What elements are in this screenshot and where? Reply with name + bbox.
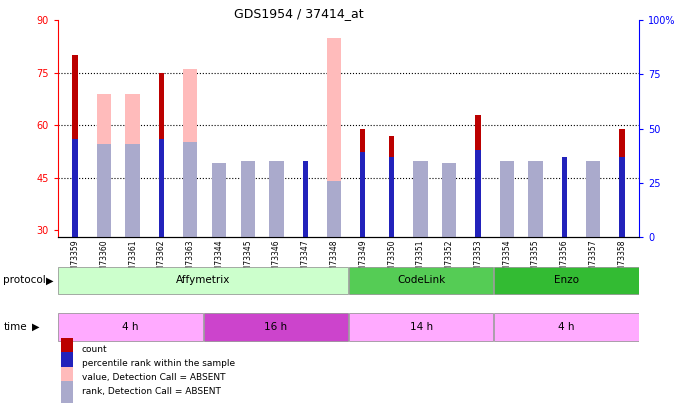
Bar [586, 167, 600, 237]
Bar [500, 167, 514, 237]
Bar [97, 94, 111, 237]
Bar [58, 267, 348, 294]
Text: Enzo: Enzo [554, 275, 579, 286]
Text: CodeLink: CodeLink [397, 275, 445, 286]
Bar [125, 144, 140, 237]
Bar [442, 164, 456, 237]
Bar [97, 144, 111, 237]
Bar [211, 163, 226, 237]
Bar [475, 115, 481, 237]
Bar [159, 72, 164, 237]
Text: 4 h: 4 h [558, 322, 575, 332]
Text: count: count [82, 345, 107, 354]
Bar [494, 267, 639, 294]
Bar [204, 313, 348, 341]
Bar [528, 164, 543, 237]
Text: protocol: protocol [3, 275, 46, 286]
Text: value, Detection Call = ABSENT: value, Detection Call = ABSENT [82, 373, 225, 382]
Text: ▶: ▶ [31, 322, 39, 332]
Bar [125, 94, 140, 237]
Text: rank, Detection Call = ABSENT: rank, Detection Call = ABSENT [82, 387, 220, 396]
Text: ▶: ▶ [46, 275, 54, 286]
Text: time: time [3, 322, 27, 332]
Text: Affymetrix: Affymetrix [176, 275, 231, 286]
Bar [327, 181, 341, 237]
Bar [360, 129, 365, 237]
Text: percentile rank within the sample: percentile rank within the sample [82, 359, 235, 368]
Bar [349, 313, 493, 341]
Bar [562, 167, 567, 237]
Bar [494, 313, 639, 341]
Bar [475, 150, 481, 237]
Bar [303, 174, 308, 237]
Bar [413, 181, 428, 237]
Bar [389, 136, 394, 237]
Text: GDS1954 / 37414_at: GDS1954 / 37414_at [235, 7, 364, 20]
Bar [413, 161, 428, 237]
Text: 16 h: 16 h [265, 322, 288, 332]
Bar [619, 129, 624, 237]
Text: 4 h: 4 h [122, 322, 139, 332]
Bar [360, 152, 365, 237]
Bar [58, 313, 203, 341]
Bar [269, 161, 284, 237]
Bar [183, 142, 197, 237]
Bar [562, 157, 567, 237]
Bar [389, 157, 394, 237]
Bar [241, 161, 255, 237]
Bar [269, 185, 284, 237]
Bar [241, 185, 255, 237]
Bar [500, 161, 514, 237]
Bar [619, 157, 624, 237]
Bar [586, 161, 600, 237]
Bar [327, 38, 341, 237]
Bar [159, 139, 164, 237]
Bar [349, 267, 493, 294]
Bar [442, 163, 456, 237]
Bar [183, 69, 197, 237]
Text: 14 h: 14 h [409, 322, 432, 332]
Bar [528, 161, 543, 237]
Bar [73, 139, 78, 237]
Bar [73, 55, 78, 237]
Bar [303, 161, 308, 237]
